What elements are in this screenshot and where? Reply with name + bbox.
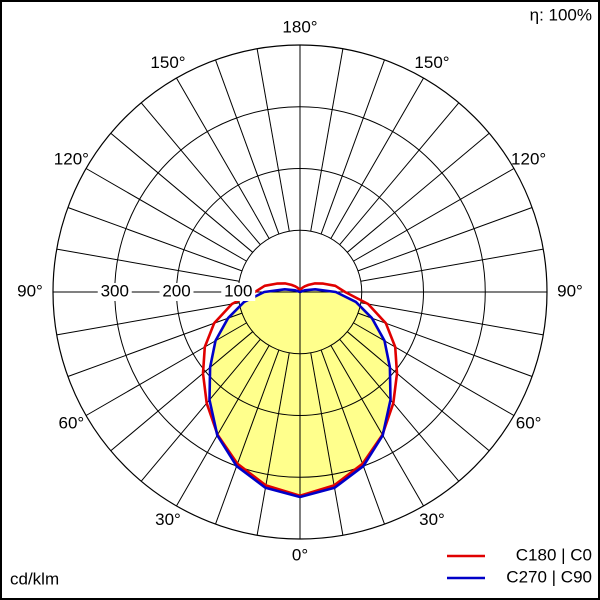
- radial-grid-line: [256, 48, 290, 232]
- radial-grid-line: [85, 322, 247, 416]
- angle-label: 90°: [557, 281, 583, 300]
- radial-grid-line: [176, 345, 270, 507]
- radial-grid-line: [85, 168, 247, 262]
- angle-label: 0°: [292, 545, 308, 564]
- intensity-curve: [208, 288, 301, 499]
- radial-grid-line: [320, 59, 385, 235]
- angle-label: 60°: [516, 413, 542, 432]
- tick-label-bg: [97, 283, 132, 301]
- radial-grid-line: [320, 349, 385, 525]
- angle-label: 60°: [59, 413, 85, 432]
- r-tick-label: 300: [101, 281, 129, 300]
- radial-grid-line: [140, 338, 261, 482]
- radial-grid-line: [353, 322, 515, 416]
- radial-grid-line: [215, 59, 280, 235]
- unit-label: cd/klm: [10, 569, 59, 588]
- efficiency-label: η: 100%: [530, 5, 592, 24]
- radial-grid-line: [110, 132, 254, 253]
- angle-label: 150°: [414, 53, 449, 72]
- area-fill: [209, 289, 300, 497]
- radial-grid-line: [56, 248, 240, 282]
- radial-grid-line: [176, 77, 270, 239]
- legend-label: C270 | C90: [506, 567, 592, 586]
- angle-label: 30°: [155, 510, 181, 529]
- radial-grid-line: [346, 132, 490, 253]
- tick-label-bg: [221, 283, 256, 301]
- legend-label: C180 | C0: [516, 545, 592, 564]
- radial-grid-line: [330, 345, 424, 507]
- r-tick-label: 200: [162, 281, 190, 300]
- tick-label-bg: [159, 283, 194, 301]
- radial-grid-line: [339, 102, 460, 246]
- radial-grid-line: [346, 331, 490, 452]
- angle-label: 30°: [419, 510, 445, 529]
- angle-label: 120°: [54, 149, 89, 168]
- radial-grid-line: [140, 102, 261, 246]
- radial-grid-line: [310, 48, 344, 232]
- angle-label: 150°: [150, 53, 185, 72]
- radial-grid-line: [310, 352, 344, 536]
- radial-grid-line: [330, 77, 424, 239]
- radial-grid-line: [360, 248, 544, 282]
- radial-grid-line: [215, 349, 280, 525]
- angle-label: 180°: [282, 17, 317, 36]
- radial-grid-line: [110, 331, 254, 452]
- r-tick-label: 100: [224, 281, 252, 300]
- radial-grid-line: [360, 302, 544, 336]
- radial-grid-line: [357, 207, 533, 272]
- radial-grid-line: [56, 302, 240, 336]
- radial-grid-line: [339, 338, 460, 482]
- angle-label: 120°: [511, 149, 546, 168]
- radial-grid-line: [353, 168, 515, 262]
- radial-grid-line: [256, 352, 290, 536]
- intensity-curve: [299, 288, 392, 499]
- angle-label: 90°: [17, 281, 43, 300]
- radial-grid-line: [67, 207, 243, 272]
- area-fill: [300, 289, 391, 497]
